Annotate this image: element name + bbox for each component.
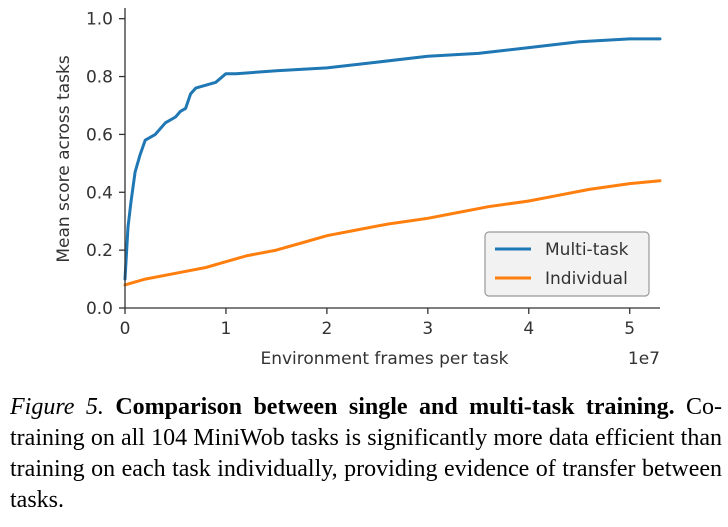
x-axis-offset-label: 1e7 bbox=[628, 349, 660, 369]
x-tick-label: 3 bbox=[422, 319, 433, 339]
y-tick-label: 1.0 bbox=[86, 10, 113, 30]
figure-caption: Figure 5. Comparison between single and … bbox=[10, 392, 722, 516]
x-tick-label: 5 bbox=[624, 319, 635, 339]
x-tick-label: 4 bbox=[523, 319, 534, 339]
plot-lines bbox=[123, 37, 662, 287]
axes: 0.0 0.2 0.4 0.6 0.8 1.0 0 1 2 3 4 5 Environment fram… bbox=[54, 8, 660, 369]
x-tick-label: 2 bbox=[321, 319, 332, 339]
y-tick-label: 0.6 bbox=[86, 125, 113, 145]
line-chart: 0.0 0.2 0.4 0.6 0.8 1.0 0 1 2 3 4 5 Environment fram… bbox=[54, 8, 662, 369]
x-tick-label: 1 bbox=[221, 319, 232, 339]
y-tick-label: 0.4 bbox=[86, 183, 113, 203]
y-tick-label: 0.8 bbox=[86, 68, 113, 88]
caption-body: Co-training on all 104 MiniWob tasks is … bbox=[10, 394, 723, 513]
y-axis-label: Mean score across tasks bbox=[54, 55, 74, 262]
series-line-individual bbox=[123, 179, 662, 287]
y-tick-label: 0.2 bbox=[86, 241, 113, 261]
legend: Multi-task Individual bbox=[484, 231, 650, 297]
x-tick-label: 0 bbox=[120, 319, 131, 339]
figure-label: Figure 5. bbox=[10, 394, 104, 420]
legend-label: Individual bbox=[545, 269, 628, 289]
caption-title: Comparison between single and multi-task… bbox=[115, 394, 675, 420]
series-line-multi-task bbox=[123, 37, 662, 281]
legend-label: Multi-task bbox=[545, 240, 629, 260]
x-axis-label: Environment frames per task bbox=[260, 349, 508, 369]
y-tick-label: 0.0 bbox=[86, 299, 113, 319]
